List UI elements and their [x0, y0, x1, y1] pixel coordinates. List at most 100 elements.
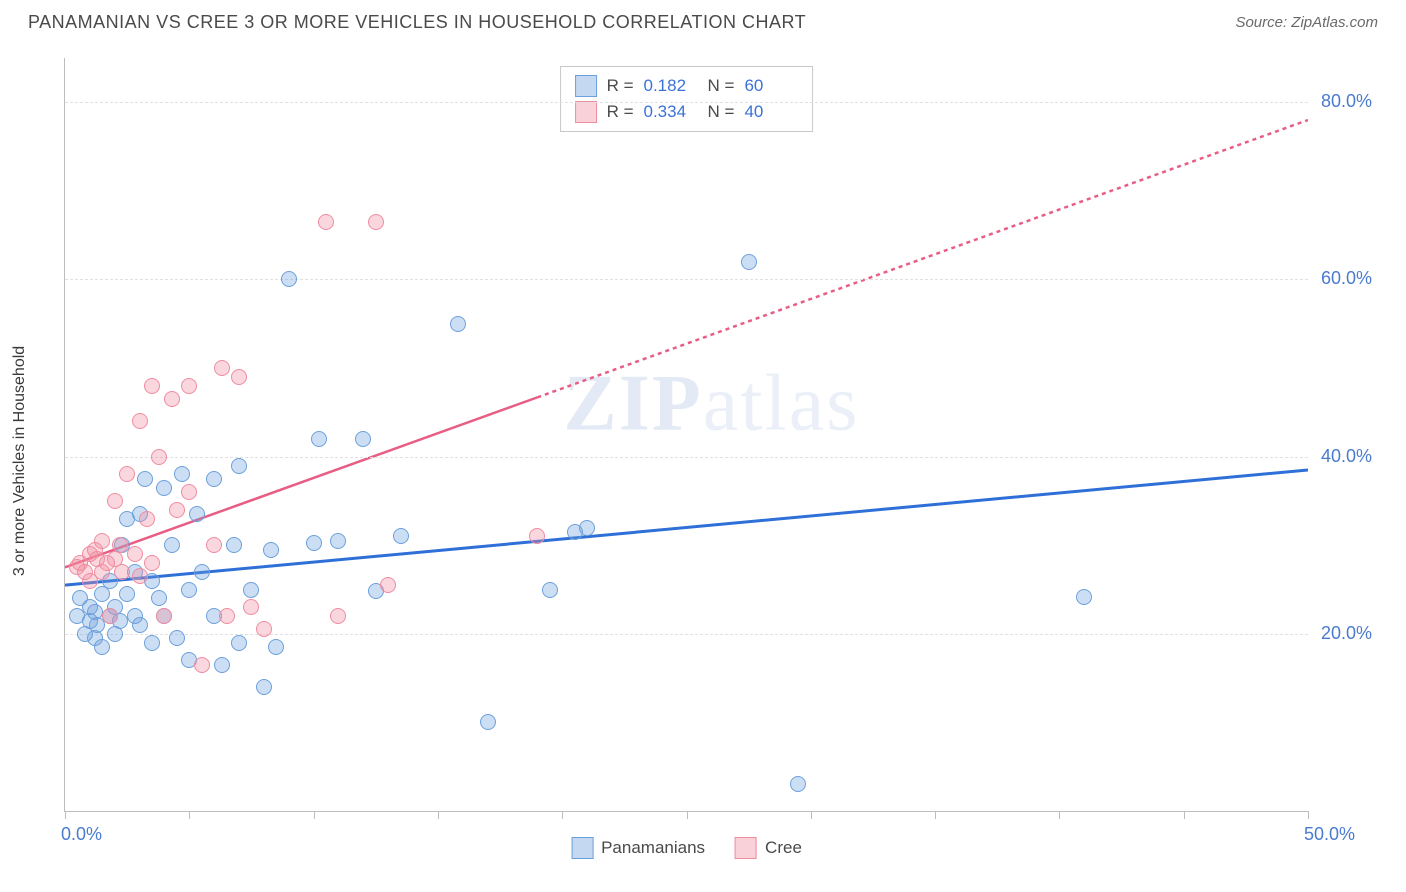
data-point: [790, 776, 806, 792]
x-tick: [314, 811, 315, 819]
swatch-blue-icon: [571, 837, 593, 859]
data-point: [132, 568, 148, 584]
data-point: [529, 528, 545, 544]
x-tick: [811, 811, 812, 819]
x-tick: [438, 811, 439, 819]
data-point: [112, 537, 128, 553]
data-point: [189, 506, 205, 522]
data-point: [281, 271, 297, 287]
data-point: [368, 214, 384, 230]
data-point: [256, 679, 272, 695]
data-point: [144, 555, 160, 571]
data-point: [380, 577, 396, 593]
y-axis-label: 3 or more Vehicles in Household: [11, 346, 29, 576]
x-tick-label: 50.0%: [1304, 824, 1355, 845]
data-point: [231, 369, 247, 385]
data-point: [181, 484, 197, 500]
stat-r-label: R =: [607, 102, 634, 122]
x-tick-label: 0.0%: [61, 824, 102, 845]
data-point: [542, 582, 558, 598]
trend-lines: [65, 58, 1308, 811]
stat-r-value: 0.182: [644, 76, 698, 96]
data-point: [206, 471, 222, 487]
stat-r-value: 0.334: [644, 102, 698, 122]
data-point: [231, 458, 247, 474]
stats-row-panamanians: R = 0.182 N = 60: [575, 73, 799, 99]
swatch-pink-icon: [575, 101, 597, 123]
data-point: [119, 586, 135, 602]
stats-legend-box: R = 0.182 N = 60 R = 0.334 N = 40: [560, 66, 814, 132]
data-point: [194, 657, 210, 673]
data-point: [231, 635, 247, 651]
data-point: [144, 635, 160, 651]
data-point: [1076, 589, 1092, 605]
grid-line: [65, 634, 1308, 635]
data-point: [127, 546, 143, 562]
data-point: [169, 630, 185, 646]
grid-line: [65, 102, 1308, 103]
grid-line: [65, 457, 1308, 458]
data-point: [139, 511, 155, 527]
legend-bottom: Panamanians Cree: [571, 837, 802, 859]
data-point: [393, 528, 409, 544]
data-point: [94, 639, 110, 655]
legend-item-panamanians: Panamanians: [571, 837, 705, 859]
data-point: [243, 599, 259, 615]
data-point: [156, 480, 172, 496]
data-point: [151, 590, 167, 606]
data-point: [226, 537, 242, 553]
stat-r-label: R =: [607, 76, 634, 96]
data-point: [330, 608, 346, 624]
x-tick: [935, 811, 936, 819]
data-point: [107, 493, 123, 509]
data-point: [214, 657, 230, 673]
legend-label: Cree: [765, 838, 802, 858]
data-point: [169, 502, 185, 518]
x-tick: [1059, 811, 1060, 819]
grid-line: [65, 279, 1308, 280]
data-point: [306, 535, 322, 551]
data-point: [94, 533, 110, 549]
data-point: [156, 608, 172, 624]
x-tick: [687, 811, 688, 819]
plot-area: ZIPatlas R = 0.182 N = 60 R = 0.334 N = …: [64, 58, 1308, 812]
data-point: [181, 378, 197, 394]
x-tick: [1184, 811, 1185, 819]
data-point: [114, 564, 130, 580]
data-point: [132, 413, 148, 429]
source-label: Source: ZipAtlas.com: [1235, 14, 1378, 31]
data-point: [480, 714, 496, 730]
data-point: [579, 520, 595, 536]
data-point: [243, 582, 259, 598]
data-point: [741, 254, 757, 270]
data-point: [263, 542, 279, 558]
y-tick-label: 20.0%: [1321, 623, 1372, 644]
chart-title: PANAMANIAN VS CREE 3 OR MORE VEHICLES IN…: [28, 12, 806, 33]
x-tick: [189, 811, 190, 819]
data-point: [268, 639, 284, 655]
correlation-chart: 3 or more Vehicles in Household ZIPatlas…: [28, 50, 1378, 872]
x-tick: [562, 811, 563, 819]
data-point: [450, 316, 466, 332]
data-point: [174, 466, 190, 482]
data-point: [318, 214, 334, 230]
data-point: [311, 431, 327, 447]
data-point: [194, 564, 210, 580]
y-tick-label: 60.0%: [1321, 268, 1372, 289]
data-point: [151, 449, 167, 465]
data-point: [330, 533, 346, 549]
swatch-blue-icon: [575, 75, 597, 97]
x-tick: [65, 811, 66, 819]
y-tick-label: 80.0%: [1321, 91, 1372, 112]
data-point: [137, 471, 153, 487]
data-point: [181, 582, 197, 598]
data-point: [119, 466, 135, 482]
x-tick: [1308, 811, 1309, 819]
data-point: [256, 621, 272, 637]
y-tick-label: 40.0%: [1321, 446, 1372, 467]
legend-item-cree: Cree: [735, 837, 802, 859]
legend-label: Panamanians: [601, 838, 705, 858]
data-point: [164, 391, 180, 407]
data-point: [132, 617, 148, 633]
data-point: [219, 608, 235, 624]
